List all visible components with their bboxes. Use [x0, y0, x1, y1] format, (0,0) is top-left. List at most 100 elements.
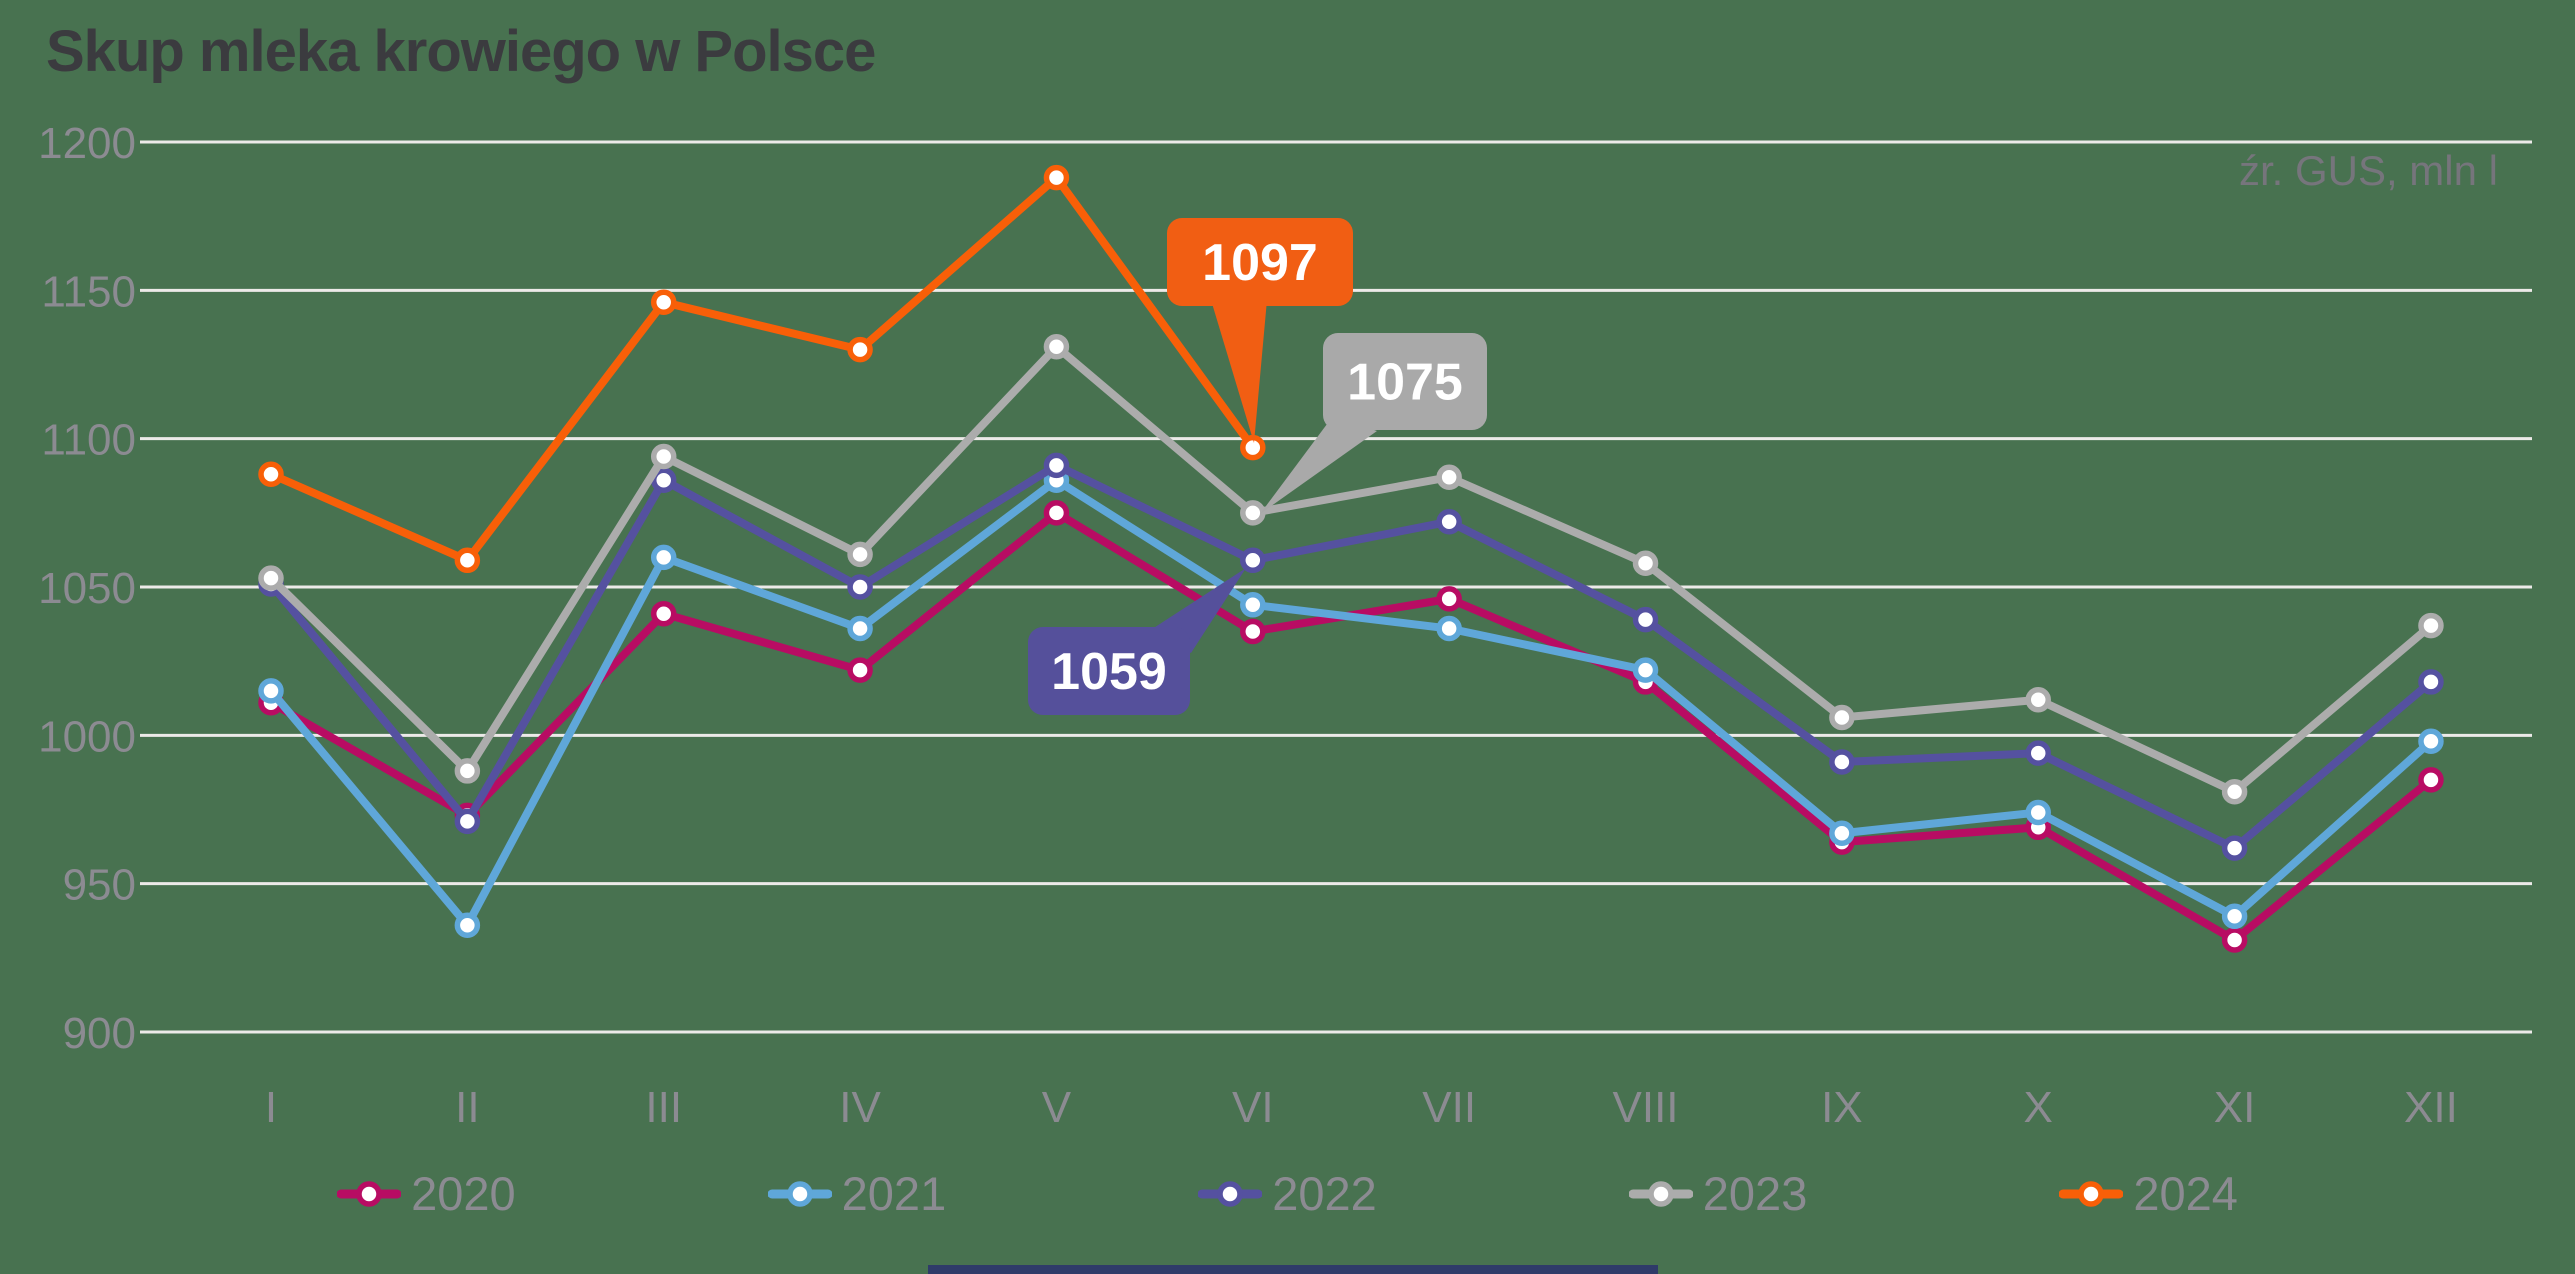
series-line-2024 [267, 173, 1257, 565]
y-tick-label-1200: 1200 [38, 119, 136, 168]
series-line-2021 [267, 476, 2435, 930]
legend-dot-2024 [2078, 1180, 2105, 1207]
legend-marker-2024 [2059, 1180, 2124, 1207]
data-point-2023-VI [1240, 500, 1266, 526]
data-point-2020-VI [1240, 618, 1266, 645]
data-point-2022-IV [847, 574, 873, 600]
x-tick-label-VI: VI [1232, 1083, 1274, 1132]
callout-box-1059 [1028, 627, 1190, 715]
legend-label-2023: 2023 [1702, 1167, 1808, 1220]
data-point-2021-VIII [1632, 657, 1659, 683]
data-point-2023-VIII [1632, 550, 1659, 577]
y-tick-label-1100: 1100 [41, 416, 136, 465]
callout-tail-1097 [1211, 300, 1267, 443]
data-point-2021-XII [2418, 728, 2444, 755]
legend-item-2021: 2021 [767, 1167, 947, 1220]
x-tick-label-VIII: VIII [1613, 1083, 1679, 1132]
source-note: źr. GUS, mln l [2238, 147, 2498, 194]
x-tick-label-V: V [1042, 1083, 1072, 1132]
legend-item-2024: 2024 [2059, 1170, 2238, 1217]
chart-title: Skup mleka krowiego w Polsce [46, 19, 876, 84]
x-tick-label-III: III [645, 1083, 682, 1132]
data-point-2021-IX [1829, 820, 1855, 846]
data-point-2023-VII [1436, 464, 1462, 490]
y-tick-label-900: 900 [63, 1009, 136, 1058]
data-point-2024-III [650, 289, 677, 315]
data-point-2024-II [454, 547, 481, 574]
callout-box-1097 [1167, 218, 1353, 306]
data-point-2021-XI [2221, 903, 2248, 930]
data-point-2023-V [1043, 333, 1070, 360]
series-line-2022 [267, 461, 2435, 853]
y-tick-label-1150: 1150 [41, 267, 136, 316]
data-point-2022-III [650, 467, 677, 493]
legend-item-2022: 2022 [1198, 1170, 1377, 1217]
data-point-2022-XII [2418, 669, 2444, 695]
data-point-2022-VI [1240, 547, 1266, 574]
chart-legend: 2020 2021 2022 2023 2024 [0, 1170, 2575, 1217]
callout-box-1075 [1323, 333, 1487, 430]
legend-label-2020: 2020 [411, 1167, 516, 1220]
callout-label-1097: 1097 [1202, 234, 1318, 292]
x-tick-label-IX: IX [1821, 1083, 1863, 1132]
data-point-2023-II [454, 758, 481, 784]
legend-dot-2022 [1217, 1180, 1243, 1207]
series-line-2023 [267, 342, 2435, 796]
x-tick-label-IV: IV [839, 1083, 881, 1132]
data-point-2022-II [454, 808, 481, 835]
data-point-2021-VII [1436, 615, 1462, 642]
data-point-2023-IX [1829, 704, 1855, 731]
legend-marker-2020 [337, 1180, 402, 1207]
data-point-2020-XII [2418, 767, 2444, 793]
data-point-2023-X [2025, 686, 2051, 713]
x-tick-label-VII: VII [1422, 1083, 1476, 1132]
legend-item-2023: 2023 [1628, 1167, 1808, 1220]
data-point-2022-V [1043, 452, 1070, 479]
data-point-2020-V [1043, 500, 1070, 526]
legend-label-2022: 2022 [1272, 1167, 1377, 1220]
data-point-2022-VII [1436, 508, 1462, 535]
data-point-2024-V [1043, 164, 1070, 191]
legend-dot-2023 [1648, 1180, 1674, 1207]
legend-dot-2021 [786, 1180, 813, 1207]
x-tick-label-XI: XI [2214, 1083, 2256, 1132]
data-point-2023-III [650, 443, 677, 470]
data-point-2020-XI [2221, 927, 2248, 953]
y-tick-label-1050: 1050 [38, 564, 136, 613]
x-tick-label-X: X [2024, 1083, 2053, 1132]
legend-label-2021: 2021 [841, 1167, 947, 1220]
x-tick-label-I: I [265, 1083, 277, 1132]
data-point-2021-I [258, 678, 284, 704]
data-point-2022-VIII [1632, 606, 1659, 633]
data-point-2021-VI [1240, 592, 1266, 618]
data-point-2022-IX [1829, 749, 1855, 775]
data-point-2024-VI [1240, 434, 1266, 461]
x-tick-label-XII: XII [2404, 1083, 2458, 1132]
legend-item-2020: 2020 [337, 1170, 516, 1217]
legend-dot-2020 [356, 1180, 382, 1207]
data-point-2022-X [2025, 740, 2051, 766]
data-point-2024-I [258, 461, 284, 488]
data-point-2021-X [2025, 799, 2051, 826]
data-point-2021-IV [847, 615, 873, 642]
series-line-2020 [267, 508, 2435, 945]
data-point-2023-XII [2418, 612, 2444, 639]
legend-marker-2022 [1198, 1180, 1263, 1207]
legend-marker-2023 [1628, 1180, 1693, 1207]
x-tick-label-II: II [455, 1083, 479, 1132]
data-point-2024-IV [847, 336, 873, 363]
y-tick-label-1000: 1000 [38, 712, 136, 761]
y-tick-label-950: 950 [63, 861, 136, 910]
legend-label-2024: 2024 [2133, 1167, 2238, 1220]
callout-label-1059: 1059 [1051, 643, 1167, 701]
legend-marker-2021 [767, 1180, 832, 1207]
callout-label-1075: 1075 [1347, 354, 1463, 412]
data-point-2023-IV [847, 541, 873, 568]
footer-bar [928, 1265, 1658, 1274]
data-point-2020-IV [847, 657, 873, 683]
data-point-2020-III [650, 600, 677, 627]
data-point-2021-III [650, 544, 677, 571]
data-point-2023-XI [2221, 778, 2248, 805]
